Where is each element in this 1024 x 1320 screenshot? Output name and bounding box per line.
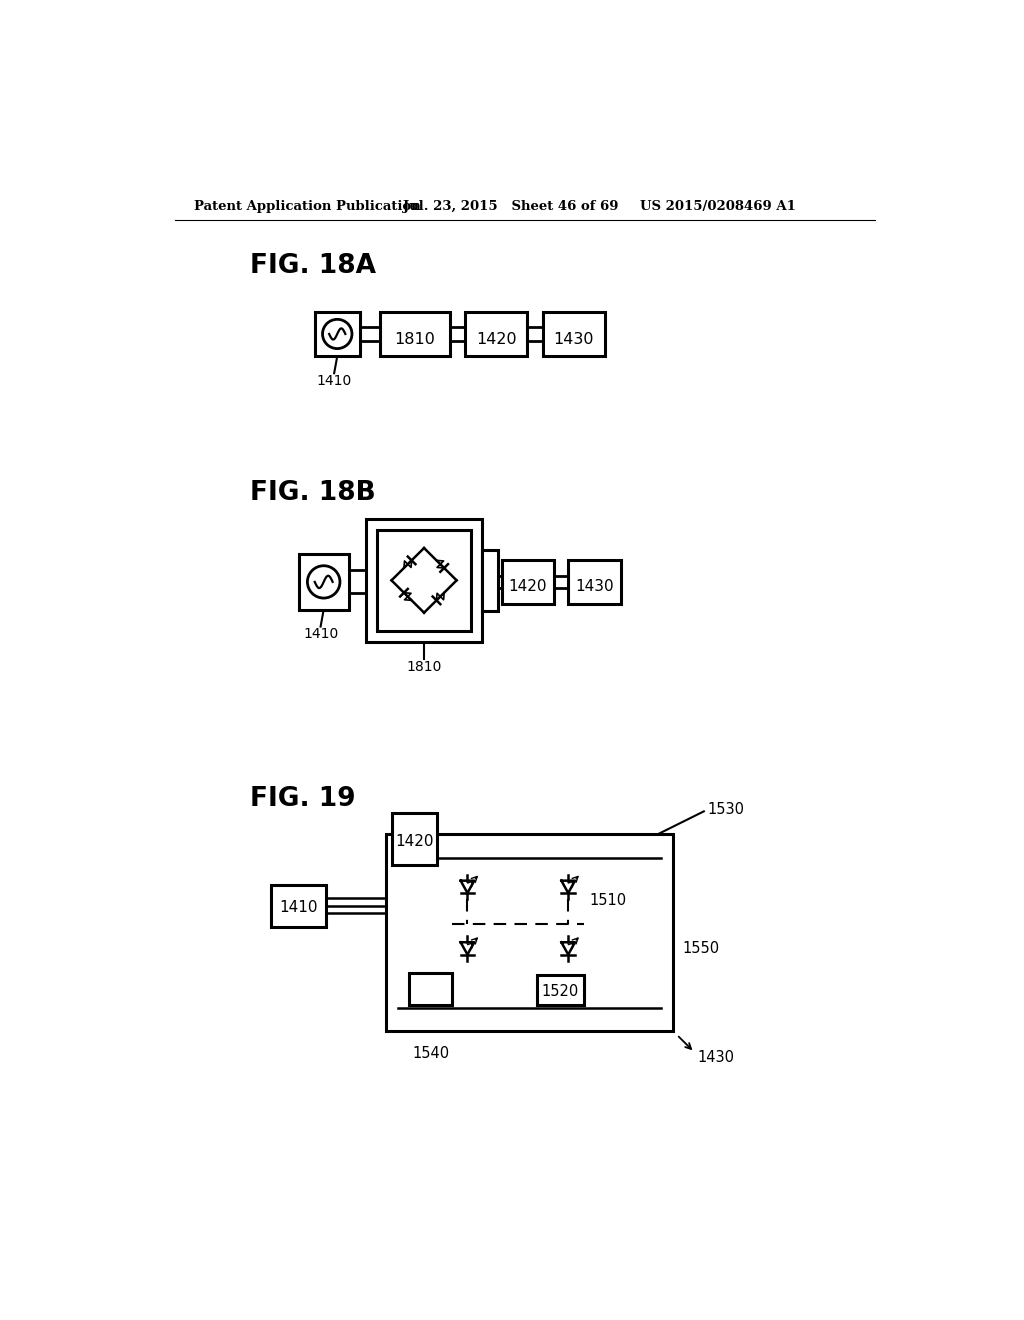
Text: Jul. 23, 2015   Sheet 46 of 69: Jul. 23, 2015 Sheet 46 of 69 [403, 199, 618, 213]
Text: 1420: 1420 [476, 331, 516, 347]
Bar [543, 312, 604, 356]
Bar [386, 834, 673, 1031]
Circle shape [323, 319, 352, 348]
Bar [377, 529, 471, 631]
Text: 1810: 1810 [407, 660, 441, 673]
Text: 1430: 1430 [575, 579, 613, 594]
Bar [410, 973, 452, 1006]
Text: 1430: 1430 [553, 331, 594, 347]
Bar [299, 554, 349, 610]
Bar [392, 813, 437, 866]
Circle shape [307, 566, 340, 598]
Text: 1430: 1430 [697, 1051, 734, 1065]
Text: US 2015/0208469 A1: US 2015/0208469 A1 [640, 199, 796, 213]
Bar [380, 312, 450, 356]
Bar [568, 560, 621, 605]
Text: 1410: 1410 [303, 627, 338, 642]
Bar [482, 549, 498, 611]
Text: 1420: 1420 [395, 834, 434, 849]
Text: Patent Application Publication: Patent Application Publication [194, 199, 421, 213]
Bar [271, 884, 326, 927]
Text: 1810: 1810 [394, 331, 435, 347]
Text: 1420: 1420 [509, 579, 547, 594]
Bar [465, 312, 527, 356]
Text: 1510: 1510 [590, 894, 627, 908]
Text: 1410: 1410 [280, 900, 317, 916]
Text: FIG. 18A: FIG. 18A [251, 253, 377, 280]
Bar [366, 519, 482, 642]
Text: FIG. 18B: FIG. 18B [251, 480, 376, 507]
Text: 1540: 1540 [412, 1047, 450, 1061]
Bar [502, 560, 554, 605]
Text: 1410: 1410 [316, 374, 352, 388]
Text: 1530: 1530 [708, 803, 744, 817]
Text: FIG. 19: FIG. 19 [251, 785, 356, 812]
Bar [314, 312, 359, 356]
Text: 1520: 1520 [542, 983, 580, 999]
Bar [538, 975, 584, 1005]
Text: 1550: 1550 [682, 941, 719, 956]
